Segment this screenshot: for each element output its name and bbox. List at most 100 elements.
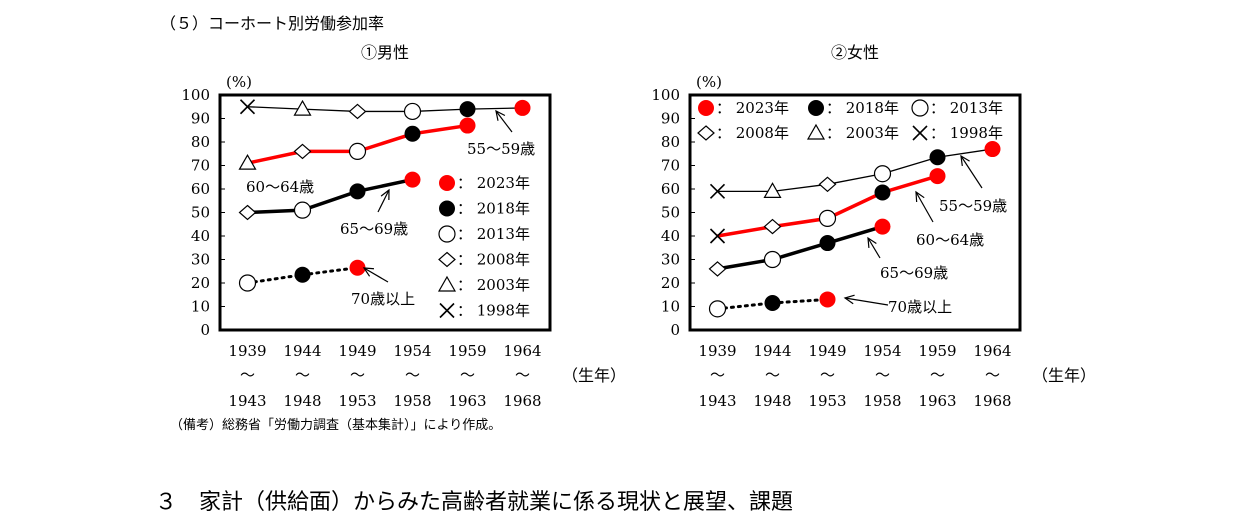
men-xtick-bottom: 1963 xyxy=(448,392,486,410)
women-point xyxy=(764,294,781,311)
women-legend-marker xyxy=(808,100,824,116)
women-point xyxy=(874,218,891,235)
women-xtick-mid: 〜 xyxy=(765,366,780,384)
women-ytick-label: 0 xyxy=(670,321,680,339)
women-legend-marker xyxy=(911,99,929,117)
men-point xyxy=(349,259,366,276)
men-xtick-mid: 〜 xyxy=(240,366,255,384)
men-arrow-70-shaft xyxy=(363,267,389,283)
men-xtick-top: 1959 xyxy=(448,342,486,360)
men-ytick-label: 100 xyxy=(181,86,210,104)
women-xtick-top: 1949 xyxy=(808,342,846,360)
men-xtick-mid: 〜 xyxy=(515,366,530,384)
women-series-line xyxy=(717,224,884,271)
women-xtick-top: 1944 xyxy=(753,342,791,360)
women-title: ②女性 xyxy=(831,43,879,62)
men-legend-label: ： 2013年 xyxy=(457,225,530,243)
women-xtick-top: 1964 xyxy=(973,342,1011,360)
women-legend-marker xyxy=(698,100,714,116)
women-point xyxy=(819,291,836,308)
men-xtick-top: 1944 xyxy=(283,342,321,360)
women-point xyxy=(708,300,727,318)
women-point xyxy=(819,235,836,252)
men-label-60-64: 60〜64歳 xyxy=(246,178,314,196)
men-legend-marker xyxy=(439,200,455,217)
men-ytick-label: 90 xyxy=(191,110,210,128)
men-ytick-label: 10 xyxy=(191,298,210,316)
men-arrow-55-59-shaft xyxy=(495,110,513,133)
source-note: （備考）総務省「労働力調査（基本集計）」により作成。 xyxy=(170,418,502,433)
men-legend-marker xyxy=(439,302,455,319)
men-point xyxy=(293,201,312,219)
women-point xyxy=(763,182,782,198)
men-xtick-top: 1964 xyxy=(503,342,541,360)
women-xtick-bottom: 1963 xyxy=(918,392,956,410)
women-arrow-65-69-head xyxy=(867,236,877,249)
men-point xyxy=(293,143,312,160)
men-xtick-top: 1939 xyxy=(228,342,266,360)
men-xtick-bottom: 1958 xyxy=(393,392,431,410)
men-arrow-65-69-head xyxy=(380,188,390,201)
men-xtick-bottom: 1953 xyxy=(338,392,376,410)
women-ytick-label: 40 xyxy=(661,227,680,245)
men-xtick-mid: 〜 xyxy=(295,366,310,384)
men-series-line xyxy=(247,177,413,215)
women-legend-marker xyxy=(806,123,826,140)
men-ytick-label: 40 xyxy=(191,227,210,245)
women-ytick-label: 50 xyxy=(661,204,680,222)
men-legend-label: ： 2003年 xyxy=(457,276,530,294)
men-label-55-59: 55〜59歳 xyxy=(467,140,535,158)
women-xtick-top: 1954 xyxy=(863,342,901,360)
men-point xyxy=(404,171,421,188)
men-legend-label: ： 2023年 xyxy=(457,174,530,192)
women-point xyxy=(874,184,891,201)
women-ylabel: (%) xyxy=(696,73,722,91)
women-arrow-60-64-head xyxy=(915,190,925,203)
men-xtick-bottom: 1948 xyxy=(283,392,321,410)
men-xtick-mid: 〜 xyxy=(460,366,475,384)
women-legend-label: ： 2013年 xyxy=(930,99,1003,117)
chart-women: ②女性 (%) 0 10 20 30 40 50 60 70 80 90 100 1939 〜 1943 194… xyxy=(651,43,1096,410)
women-point xyxy=(709,183,726,199)
men-ytick-label: 60 xyxy=(191,180,210,198)
women-label-60-64: 60〜64歳 xyxy=(916,231,984,249)
men-point xyxy=(239,99,256,115)
women-xtick-bottom: 1953 xyxy=(808,392,846,410)
men-legend-marker xyxy=(438,225,456,243)
women-ytick-label: 10 xyxy=(661,298,680,316)
women-xlabel: （生年） xyxy=(1032,366,1096,385)
men-legend-marker xyxy=(438,251,456,268)
women-legend-label: ： 1998年 xyxy=(930,124,1003,142)
women-xtick-mid: 〜 xyxy=(820,366,835,384)
women-point xyxy=(708,261,727,277)
women-arrow-60-64-shaft xyxy=(915,191,934,223)
men-point xyxy=(348,103,367,120)
women-ytick-label: 30 xyxy=(661,251,680,269)
women-label-70: 70歳以上 xyxy=(888,298,952,316)
women-arrow-65-69-shaft xyxy=(867,237,881,259)
men-label-70: 70歳以上 xyxy=(351,290,415,308)
men-xtick-bottom: 1968 xyxy=(503,392,541,410)
men-xtick-top: 1949 xyxy=(338,342,376,360)
women-point xyxy=(818,209,837,227)
women-arrow-70-head xyxy=(843,294,855,305)
men-ytick-label: 20 xyxy=(191,274,210,292)
women-point xyxy=(763,218,782,235)
women-arrow-55-59-head xyxy=(960,154,970,166)
men-xtick-mid: 〜 xyxy=(405,366,420,384)
men-arrow-65-69-shaft xyxy=(377,189,390,213)
men-ytick-label: 30 xyxy=(191,251,210,269)
men-point xyxy=(349,183,366,200)
section-title: （５）コーホート別労働参加率 xyxy=(160,14,385,33)
women-point xyxy=(929,149,946,166)
women-point xyxy=(818,176,837,193)
women-xtick-mid: 〜 xyxy=(875,366,890,384)
women-xtick-bottom: 1968 xyxy=(973,392,1011,410)
women-point xyxy=(984,141,1001,158)
women-xtick-mid: 〜 xyxy=(710,366,725,384)
men-point xyxy=(294,266,311,283)
women-legend-label: ： 2008年 xyxy=(716,124,789,142)
men-xtick-mid: 〜 xyxy=(350,366,365,384)
men-ytick-label: 80 xyxy=(191,133,210,151)
women-xtick-bottom: 1948 xyxy=(753,392,791,410)
